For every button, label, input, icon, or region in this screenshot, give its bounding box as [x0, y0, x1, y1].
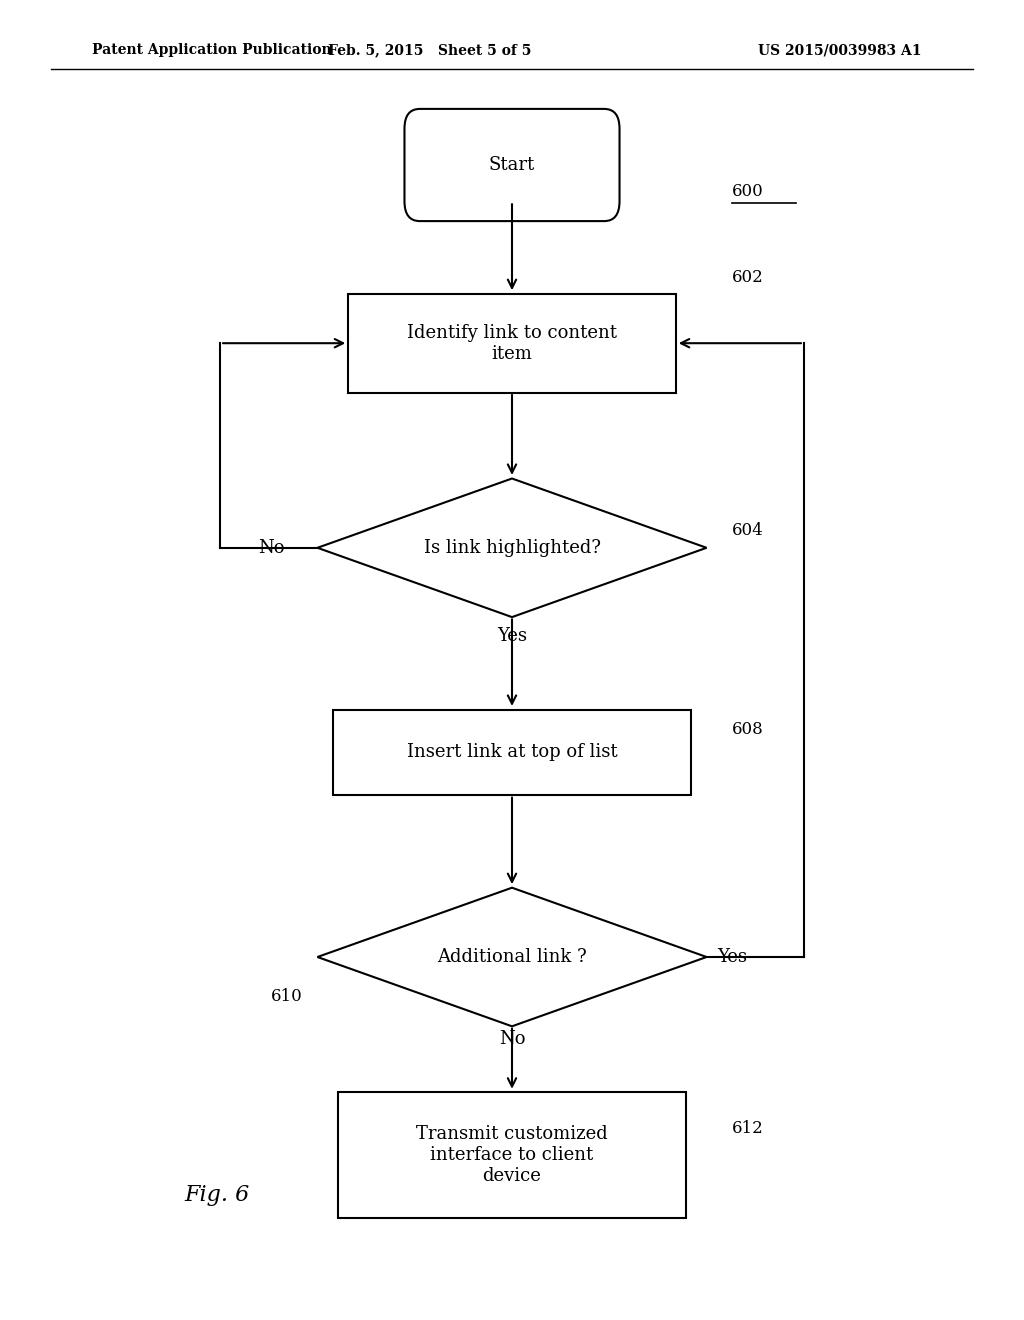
Text: Identify link to content
item: Identify link to content item	[407, 323, 617, 363]
Text: 610: 610	[271, 989, 303, 1005]
FancyBboxPatch shape	[404, 110, 620, 220]
FancyBboxPatch shape	[338, 1093, 686, 1217]
FancyBboxPatch shape	[348, 294, 676, 393]
Text: Insert link at top of list: Insert link at top of list	[407, 743, 617, 762]
Text: Patent Application Publication: Patent Application Publication	[92, 44, 332, 57]
Text: US 2015/0039983 A1: US 2015/0039983 A1	[758, 44, 922, 57]
Text: Transmit customized
interface to client
device: Transmit customized interface to client …	[416, 1125, 608, 1185]
Text: Yes: Yes	[717, 948, 748, 966]
Text: Is link highlighted?: Is link highlighted?	[424, 539, 600, 557]
Text: 604: 604	[732, 523, 764, 539]
Text: 600: 600	[732, 183, 764, 199]
FancyBboxPatch shape	[333, 710, 691, 795]
Text: 608: 608	[732, 722, 764, 738]
Polygon shape	[317, 887, 707, 1027]
Polygon shape	[317, 479, 707, 618]
Text: No: No	[499, 1030, 525, 1048]
Text: Start: Start	[488, 156, 536, 174]
Text: 602: 602	[732, 269, 764, 285]
Text: Fig. 6: Fig. 6	[184, 1184, 250, 1205]
Text: No: No	[258, 539, 285, 557]
Text: Yes: Yes	[497, 627, 527, 645]
Text: Feb. 5, 2015   Sheet 5 of 5: Feb. 5, 2015 Sheet 5 of 5	[329, 44, 531, 57]
Text: 612: 612	[732, 1121, 764, 1137]
Text: Additional link ?: Additional link ?	[437, 948, 587, 966]
